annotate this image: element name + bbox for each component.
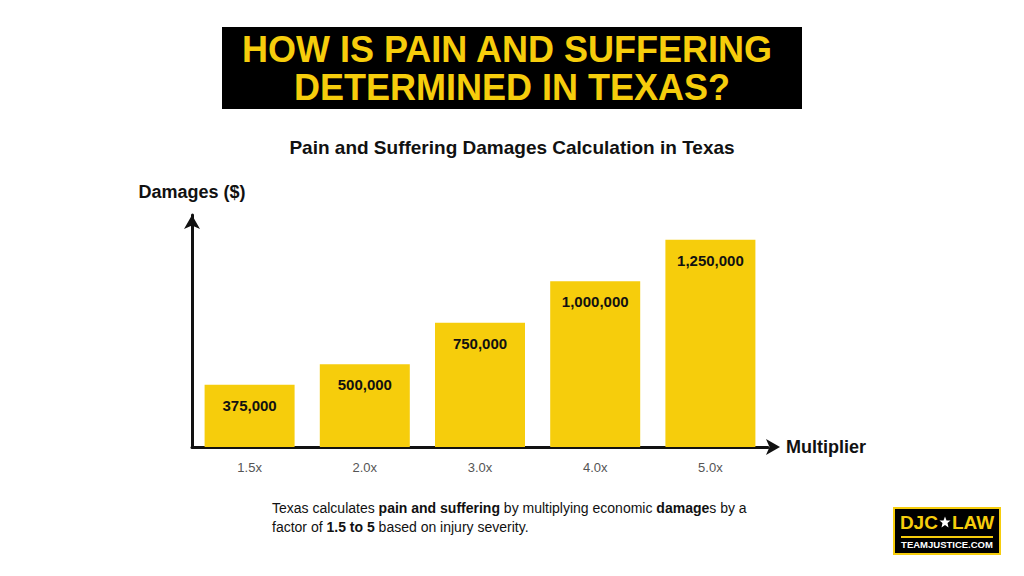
svg-text:1,250,000: 1,250,000 xyxy=(677,252,744,269)
svg-text:Pain and Suffering Damages Cal: Pain and Suffering Damages Calculation i… xyxy=(289,137,734,158)
svg-text:Damages ($): Damages ($) xyxy=(138,182,245,202)
svg-text:HOW IS PAIN AND SUFFERING: HOW IS PAIN AND SUFFERING xyxy=(242,29,782,70)
svg-text:3.0x: 3.0x xyxy=(468,460,493,475)
svg-text:375,000: 375,000 xyxy=(222,397,276,414)
svg-text:500,000: 500,000 xyxy=(338,376,392,393)
html-text:TEAMJUSTICE.COM: TEAMJUSTICE.COM xyxy=(901,539,993,550)
svg-text:750,000: 750,000 xyxy=(453,335,507,352)
html-text:LAW: LAW xyxy=(951,512,995,533)
html-text:DJC: DJC xyxy=(899,512,938,533)
svg-text:4.0x: 4.0x xyxy=(583,460,608,475)
svg-text:2.0x: 2.0x xyxy=(353,460,378,475)
html-text:Texas calculates pain and suff: Texas calculates pain and suffering by m… xyxy=(272,500,747,535)
svg-text:1,000,000: 1,000,000 xyxy=(562,293,629,310)
svg-text:1.5x: 1.5x xyxy=(237,460,262,475)
svg-text:Multiplier: Multiplier xyxy=(786,437,866,457)
svg-text:DETERMINED IN TEXAS?: DETERMINED IN TEXAS? xyxy=(294,67,730,108)
svg-text:5.0x: 5.0x xyxy=(698,460,723,475)
